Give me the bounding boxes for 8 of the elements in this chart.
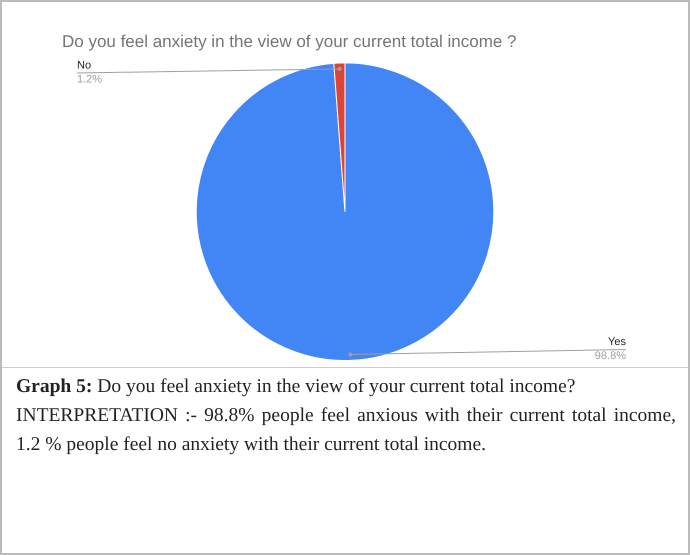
text: Do you feel anxiety in the view of your current total income?	[97, 376, 576, 397]
caption: Graph 5:	[16, 376, 92, 397]
data-label: 98.8%	[594, 350, 626, 362]
slice-label: No	[77, 59, 92, 72]
slice-label: Yes	[608, 336, 626, 348]
text: INTERPRETATION :- 98.8% people feel anxious with their current total income, 1.2 % people feel no anxiety with their current total income.	[16, 404, 676, 457]
data-label: 1.2%	[77, 73, 102, 86]
chart-title: Do you feel anxiety in the view of your current total income ?	[62, 32, 517, 51]
